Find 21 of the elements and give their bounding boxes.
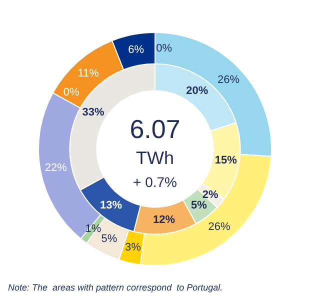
data-label: 6%: [128, 44, 144, 56]
data-label: 26%: [208, 220, 231, 233]
text: Note: The areas with pattern correspond to Portugal.: [8, 282, 223, 292]
text: TWh: [136, 148, 174, 168]
text: 6.07: [130, 114, 180, 144]
data-label: 3%: [125, 242, 142, 254]
data-label: 5%: [191, 200, 208, 212]
data-label: 22%: [44, 162, 68, 174]
data-label: 26%: [218, 74, 240, 86]
data-label: 12%: [152, 214, 176, 226]
text: 0%: [63, 86, 80, 99]
data-label: 20%: [186, 84, 208, 97]
data-label: 1%: [85, 222, 102, 235]
text: 0%: [156, 42, 172, 55]
text: + 0.7%: [133, 174, 177, 190]
data-label: 11%: [78, 67, 100, 80]
data-label: 33%: [82, 106, 104, 118]
data-label: 13%: [100, 200, 122, 212]
data-label: 2%: [202, 188, 218, 201]
data-label: 5%: [101, 232, 118, 245]
data-label: 15%: [214, 154, 238, 166]
